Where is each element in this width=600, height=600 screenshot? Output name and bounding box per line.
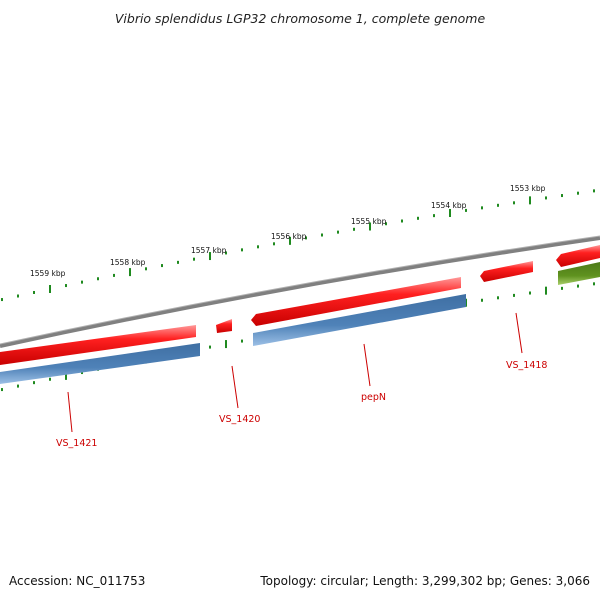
scale-label: 1556 kbp: [271, 232, 307, 241]
scale-minor-tick: [97, 277, 99, 281]
scale-minor-tick: [593, 282, 595, 286]
scale-minor-tick: [305, 236, 307, 240]
outer-scale: [1, 189, 595, 302]
scale-minor-tick: [417, 216, 419, 220]
scale-major-tick: [289, 236, 291, 245]
accession-label: Accession: NC_011753: [9, 574, 146, 588]
scale-major-tick: [65, 371, 67, 380]
chromosome-backbone: [0, 236, 600, 348]
scale-minor-tick: [529, 291, 531, 295]
scale-label: 1553 kbp: [510, 184, 546, 193]
gene-label-VS_1418[interactable]: VS_1418: [506, 360, 547, 371]
scale-minor-tick: [177, 260, 179, 264]
gene-label-pepN[interactable]: pepN: [361, 392, 386, 403]
scale-minor-tick: [161, 264, 163, 268]
scale-minor-tick: [81, 371, 83, 375]
scale-minor-tick: [353, 227, 355, 231]
gene-VS_1420-forward[interactable]: [216, 319, 232, 333]
leader-VS_1420: [231, 365, 239, 409]
forward-strand-track: [0, 245, 600, 365]
scale-labels: 1559 kbp 1558 kbp 1557 kbp 1556 kbp 1555…: [30, 184, 546, 278]
gene-VS_1421-reverse[interactable]: [0, 343, 200, 384]
reverse-strand-track: [0, 262, 600, 384]
scale-label: 1559 kbp: [30, 269, 66, 278]
scale-minor-tick: [561, 286, 563, 290]
scale-minor-tick: [241, 248, 243, 252]
chromosome-backbone-highlight: [0, 235, 600, 345]
scale-major-tick: [545, 286, 547, 295]
scale-minor-tick: [81, 280, 83, 284]
scale-minor-tick: [481, 206, 483, 210]
scale-label: 1555 kbp: [351, 217, 387, 226]
genome-summary: Topology: circular; Length: 3,299,302 bp…: [260, 574, 590, 588]
scale-label: 1557 kbp: [191, 246, 227, 255]
scale-major-tick: [225, 340, 227, 349]
scale-minor-tick: [33, 381, 35, 385]
scale-minor-tick: [433, 214, 435, 218]
scale-major-tick: [529, 196, 531, 205]
scale-minor-tick: [577, 284, 579, 288]
scale-minor-tick: [497, 203, 499, 207]
scale-label: 1558 kbp: [110, 258, 146, 267]
scale-minor-tick: [561, 194, 563, 198]
scale-minor-tick: [385, 222, 387, 226]
scale-label: 1554 kbp: [431, 201, 467, 210]
scale-minor-tick: [1, 298, 3, 302]
scale-minor-tick: [225, 251, 227, 255]
scale-minor-tick: [497, 296, 499, 300]
scale-minor-tick: [1, 388, 3, 392]
gene-label-VS_1420[interactable]: VS_1420: [219, 414, 260, 425]
scale-major-tick: [49, 285, 51, 293]
scale-minor-tick: [401, 219, 403, 223]
scale-minor-tick: [209, 345, 211, 349]
genome-title: Vibrio splendidus LGP32 chromosome 1, co…: [114, 11, 486, 26]
scale-minor-tick: [257, 245, 259, 249]
gene-leader-lines: [67, 312, 523, 433]
gene-pepN-forward[interactable]: [251, 277, 461, 326]
scale-minor-tick: [193, 257, 195, 261]
leader-VS_1421: [67, 391, 73, 433]
gene-other-reverse[interactable]: [558, 262, 600, 285]
scale-minor-tick: [65, 284, 67, 288]
gene-label-VS_1421[interactable]: VS_1421: [56, 438, 97, 449]
scale-major-tick: [449, 209, 451, 217]
scale-minor-tick: [593, 189, 595, 193]
scale-minor-tick: [113, 273, 115, 277]
scale-minor-tick: [33, 290, 35, 294]
leader-VS_1418: [515, 312, 523, 354]
scale-minor-tick: [49, 377, 51, 381]
gene-labels: VS_1421 VS_1420 pepN VS_1418: [56, 360, 547, 449]
scale-minor-tick: [17, 294, 19, 298]
scale-minor-tick: [145, 267, 147, 271]
leader-pepN: [363, 343, 371, 387]
scale-minor-tick: [481, 298, 483, 302]
gene-next-forward[interactable]: [556, 245, 600, 267]
scale-minor-tick: [577, 191, 579, 195]
scale-minor-tick: [465, 208, 467, 212]
scale-minor-tick: [273, 242, 275, 246]
gene-pepN-reverse[interactable]: [253, 294, 466, 346]
scale-minor-tick: [513, 201, 515, 205]
gene-VS_1421-forward[interactable]: [0, 325, 196, 365]
scale-major-tick: [209, 252, 211, 261]
scale-minor-tick: [337, 230, 339, 234]
scale-minor-tick: [321, 233, 323, 237]
gene-VS_1418-forward[interactable]: [480, 261, 533, 282]
scale-major-tick: [369, 222, 371, 231]
scale-minor-tick: [545, 196, 547, 200]
scale-minor-tick: [241, 339, 243, 343]
scale-minor-tick: [513, 293, 515, 297]
scale-minor-tick: [17, 384, 19, 388]
scale-major-tick: [129, 268, 131, 277]
